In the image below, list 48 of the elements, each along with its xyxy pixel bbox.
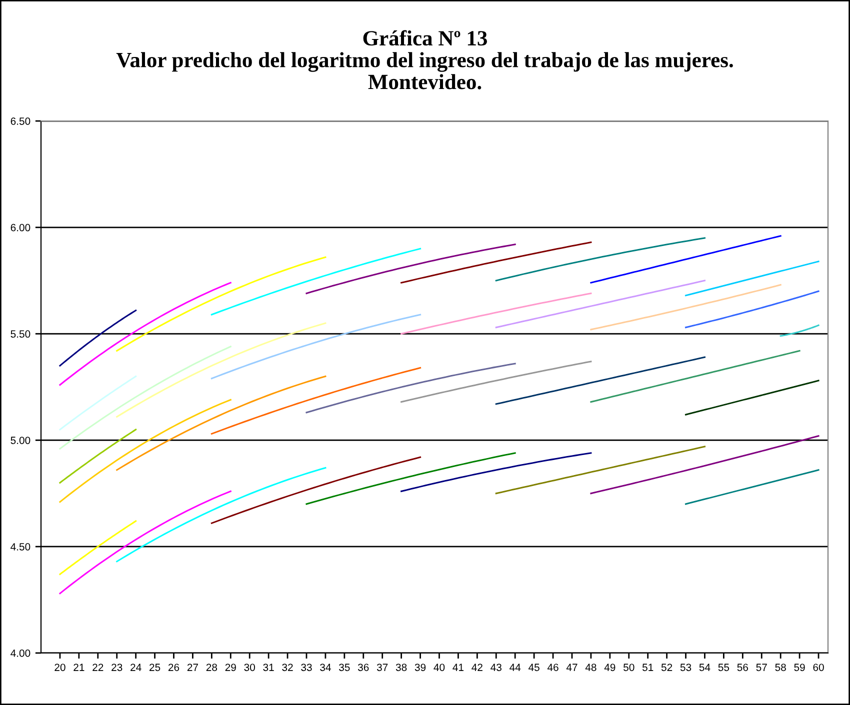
x-tick-label: 30 xyxy=(244,664,255,672)
chart-title: Gráfica Nº 13 Valor predicho del logaritmo del ingreso del trabajo de las mujeres. Montevideo. xyxy=(116,30,733,90)
x-tick-label: 34 xyxy=(320,664,331,672)
x-tick-label: 22 xyxy=(92,664,104,671)
x-tick-label: 23 xyxy=(112,664,122,672)
x-tick-label: 39 xyxy=(414,664,426,672)
x-tick-label: 57 xyxy=(756,664,767,672)
y-tick-label: 4.50 xyxy=(10,543,30,550)
x-tick-label: 56 xyxy=(737,664,748,672)
x-tick-label: 53 xyxy=(680,664,692,672)
x-tick-label: 32 xyxy=(282,664,293,672)
x-tick-label: 25 xyxy=(150,664,160,672)
x-tick-label: 37 xyxy=(376,664,388,672)
x-tick-label: 58 xyxy=(775,664,786,672)
x-tick-label: 41 xyxy=(452,664,464,671)
y-tick-label: 6.00 xyxy=(10,224,30,232)
y-tick-label: 6.50 xyxy=(10,118,30,125)
x-tick-label: 47 xyxy=(566,664,578,671)
x-tick-label: 27 xyxy=(187,664,198,671)
x-tick-label: 40 xyxy=(434,664,445,672)
x-tick-label: 35 xyxy=(339,664,350,672)
x-tick-label: 31 xyxy=(263,664,274,672)
y-tick-label: 5.00 xyxy=(10,436,30,444)
x-tick-label: 42 xyxy=(472,664,482,671)
x-tick-label: 38 xyxy=(396,664,407,672)
y-tick-label: 4.00 xyxy=(10,650,30,657)
x-tick-label: 36 xyxy=(358,664,369,672)
x-tick-label: 29 xyxy=(225,664,236,672)
x-tick-label: 46 xyxy=(547,664,558,672)
x-tick-label: 54 xyxy=(699,664,710,672)
x-tick-label: 26 xyxy=(168,664,180,672)
x-tick-label: 44 xyxy=(510,664,521,671)
x-tick-label: 60 xyxy=(813,664,824,672)
x-tick-label: 55 xyxy=(718,664,730,672)
x-tick-label: 43 xyxy=(490,664,502,672)
x-tick-label: 48 xyxy=(585,664,596,672)
x-tick-label: 24 xyxy=(130,664,142,671)
x-tick-label: 52 xyxy=(661,664,672,672)
x-tick-label: 20 xyxy=(54,664,66,672)
x-tick-label: 51 xyxy=(642,664,654,672)
x-tick-label: 50 xyxy=(624,664,634,672)
x-tick-label: 21 xyxy=(74,664,84,671)
y-tick-label: 5.50 xyxy=(10,330,30,338)
x-tick-label: 28 xyxy=(206,664,218,672)
x-tick-label: 45 xyxy=(528,664,540,672)
x-tick-label: 59 xyxy=(794,664,805,672)
x-tick-label: 49 xyxy=(604,664,616,672)
x-tick-label: 33 xyxy=(301,664,312,672)
